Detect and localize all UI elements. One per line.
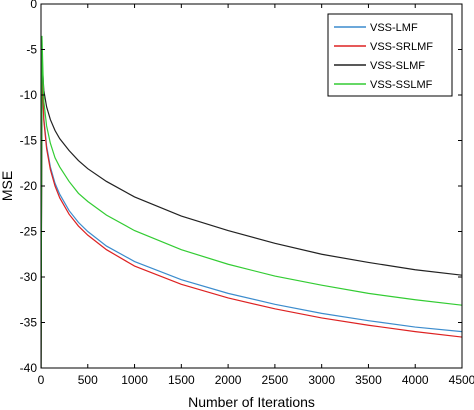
x-tick-label: 3500 bbox=[355, 373, 382, 387]
x-tick-label: 4500 bbox=[449, 373, 474, 387]
x-tick-label: 0 bbox=[38, 373, 45, 387]
y-tick-label: 0 bbox=[30, 0, 37, 11]
y-tick-label: -5 bbox=[26, 43, 37, 57]
y-tick-label: -35 bbox=[20, 316, 38, 330]
y-tick-label: -15 bbox=[20, 134, 38, 148]
ticks-layer: 0 500 1000 1500 2000 2500 3000 3500 4000 4500 0 -5 -… bbox=[20, 0, 474, 387]
x-tick-label: 500 bbox=[78, 373, 98, 387]
x-tick-label: 1000 bbox=[121, 373, 148, 387]
y-tick-label: -40 bbox=[20, 361, 38, 375]
x-tick-label: 2000 bbox=[215, 373, 242, 387]
x-tick-label: 2500 bbox=[262, 373, 289, 387]
x-tick-label: 1500 bbox=[168, 373, 195, 387]
legend-label: VSS-SLMF bbox=[370, 60, 425, 72]
y-tick-label: -10 bbox=[20, 88, 38, 102]
y-tick-label: -20 bbox=[20, 179, 38, 193]
series-line-vss-srlmf bbox=[41, 67, 462, 368]
y-axis-title: MSE bbox=[0, 171, 15, 201]
legend-label: VSS-LMF bbox=[370, 22, 418, 34]
legend-label: VSS-SRLMF bbox=[370, 41, 433, 53]
y-tick-label: -30 bbox=[20, 270, 38, 284]
legend-label: VSS-SSLMF bbox=[370, 79, 433, 91]
series-line-vss-lmf bbox=[41, 67, 462, 368]
x-tick-label: 3000 bbox=[308, 373, 335, 387]
series-layer bbox=[41, 35, 462, 368]
x-axis-title: Number of Iterations bbox=[188, 394, 315, 410]
x-tick-label: 4000 bbox=[402, 373, 429, 387]
y-tick-label: -25 bbox=[20, 225, 38, 239]
series-line-vss-sslmf bbox=[41, 35, 462, 368]
series-line-vss-slmf bbox=[41, 58, 462, 368]
legend: VSS-LMF VSS-SRLMF VSS-SLMF VSS-SSLMF bbox=[327, 13, 453, 97]
